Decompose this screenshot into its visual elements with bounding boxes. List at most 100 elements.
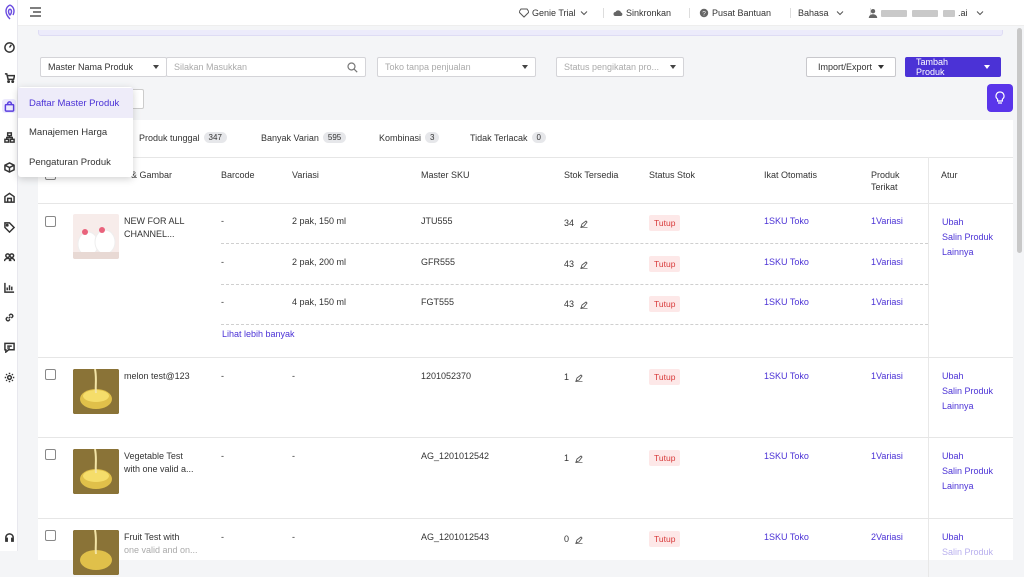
stock-value: 43: [564, 259, 575, 269]
bound-product-link[interactable]: 1Variasi: [871, 257, 903, 267]
user-icon: [868, 9, 878, 18]
search-icon[interactable]: [347, 62, 358, 73]
status-badge: Tutup: [649, 215, 681, 231]
import-export-button[interactable]: Import/Export: [806, 57, 896, 77]
product-name[interactable]: Vegetable Test with one valid a...: [124, 450, 194, 476]
tips-lightbulb-button[interactable]: [987, 84, 1013, 112]
language-select[interactable]: Bahasa: [798, 8, 845, 18]
menu-item-master-product-list[interactable]: Daftar Master Produk: [18, 88, 133, 118]
left-sidebar: [0, 0, 18, 551]
edit-link[interactable]: Ubah: [942, 217, 964, 227]
search-input[interactable]: Silakan Masukkan: [166, 57, 366, 77]
edit-link[interactable]: Ubah: [942, 451, 964, 461]
account-menu[interactable]: .ai: [868, 8, 985, 18]
menu-item-price-management[interactable]: Manajemen Harga: [29, 126, 108, 138]
tab-untracked[interactable]: Tidak Terlacak 0: [470, 132, 546, 143]
tab-multi-variant[interactable]: Banyak Varian 595: [261, 132, 347, 143]
row-actions: Ubah Salin Produk Lainnya: [942, 216, 993, 261]
edit-pencil-icon[interactable]: [580, 301, 588, 309]
show-more-link[interactable]: Lihat lebih banyak: [222, 329, 295, 339]
copy-product-link[interactable]: Salin Produk: [942, 466, 994, 476]
edit-pencil-icon[interactable]: [580, 261, 588, 269]
customers-icon[interactable]: [2, 250, 16, 264]
language-label: Bahasa: [798, 8, 829, 18]
bound-product-link[interactable]: 2Variasi: [871, 532, 903, 542]
row-checkbox[interactable]: [45, 216, 56, 227]
divider: [221, 284, 928, 285]
menu-item-product-settings[interactable]: Pengaturan Produk: [29, 156, 111, 168]
menu-collapse-icon[interactable]: [30, 7, 41, 19]
svg-text:?: ?: [702, 11, 706, 18]
more-actions-link[interactable]: Lainnya: [942, 247, 974, 257]
product-name[interactable]: Fruit Test with one valid and on...: [124, 531, 198, 557]
tab-count-badge: 3: [425, 132, 440, 143]
copy-product-link[interactable]: Salin Produk: [942, 232, 994, 242]
bound-product-link[interactable]: 1Variasi: [871, 216, 903, 226]
divider: [38, 357, 1013, 358]
settings-gear-icon[interactable]: [2, 370, 16, 384]
product-name[interactable]: NEW FOR ALL CHANNEL...: [124, 215, 185, 241]
hierarchy-icon[interactable]: [2, 130, 16, 144]
search-field-select[interactable]: Master Nama Produk: [40, 57, 167, 77]
bound-product-link[interactable]: 1Variasi: [871, 451, 903, 461]
bound-product-link[interactable]: 1Variasi: [871, 297, 903, 307]
row-checkbox[interactable]: [45, 369, 56, 380]
header-line: Terikat: [871, 182, 898, 192]
store-filter-select[interactable]: Toko tanpa penjualan: [377, 57, 536, 77]
cloud-sync-icon: [613, 10, 623, 16]
divider: [870, 8, 871, 18]
product-thumbnail: [73, 369, 119, 414]
help-center-link[interactable]: ? Pusat Bantuan: [699, 8, 771, 18]
row-checkbox[interactable]: [45, 449, 56, 460]
box-icon[interactable]: [2, 160, 16, 174]
dashboard-icon[interactable]: [2, 40, 16, 54]
link-icon[interactable]: [2, 310, 16, 324]
more-actions-link[interactable]: Lainnya: [942, 481, 974, 491]
cart-icon[interactable]: [2, 70, 16, 84]
edit-pencil-icon[interactable]: [575, 536, 583, 544]
status-badge: Tutup: [649, 256, 681, 272]
tab-label: Kombinasi: [379, 132, 422, 143]
edit-link[interactable]: Ubah: [942, 371, 964, 381]
tab-single-product[interactable]: Produk tunggal 347: [139, 132, 227, 143]
genie-trial-menu[interactable]: Genie Trial: [519, 8, 589, 18]
edit-pencil-icon[interactable]: [575, 374, 583, 382]
col-header-name[interactable]: & Gambar: [131, 170, 173, 180]
auto-bind-link[interactable]: 1SKU Toko: [764, 532, 809, 542]
copy-product-link[interactable]: Salin Produk: [942, 547, 994, 557]
brand-logo-icon[interactable]: [4, 4, 16, 22]
col-header-available-stock: Stok Tersedia: [564, 170, 619, 180]
tab-combination[interactable]: Kombinasi 3: [379, 132, 440, 143]
stock-value: 0: [564, 534, 570, 544]
binding-status-select[interactable]: Status pengikatan pro...: [556, 57, 684, 77]
edit-pencil-icon[interactable]: [580, 220, 588, 228]
product-name[interactable]: melon test@123: [124, 371, 190, 381]
tag-icon[interactable]: [2, 220, 16, 234]
sync-label: Sinkronkan: [626, 8, 672, 18]
auto-bind-link[interactable]: 1SKU Toko: [764, 216, 809, 226]
more-actions-link[interactable]: Lainnya: [942, 401, 974, 411]
edit-link[interactable]: Ubah: [942, 532, 964, 542]
row-checkbox[interactable]: [45, 530, 56, 541]
chat-icon[interactable]: [2, 340, 16, 354]
add-product-button[interactable]: Tambah Produk: [905, 57, 1001, 77]
caret-down-icon: [878, 65, 885, 69]
sync-button[interactable]: Sinkronkan: [613, 8, 671, 18]
product-bag-icon[interactable]: [2, 99, 16, 113]
edit-pencil-icon[interactable]: [575, 455, 583, 463]
tab-count-badge: 595: [322, 132, 347, 143]
copy-product-link[interactable]: Salin Produk: [942, 386, 994, 396]
auto-bind-link[interactable]: 1SKU Toko: [764, 297, 809, 307]
divider: [689, 8, 690, 18]
auto-bind-link[interactable]: 1SKU Toko: [764, 371, 809, 381]
headset-support-icon[interactable]: [2, 530, 16, 544]
report-chart-icon[interactable]: [2, 280, 16, 294]
bound-product-link[interactable]: 1Variasi: [871, 371, 903, 381]
col-header-barcode: Barcode: [221, 170, 255, 180]
page-scrollbar[interactable]: [1017, 28, 1022, 253]
auto-bind-link[interactable]: 1SKU Toko: [764, 451, 809, 461]
account-name-redacted: [881, 9, 907, 17]
auto-bind-link[interactable]: 1SKU Toko: [764, 257, 809, 267]
divider: [603, 8, 604, 18]
warehouse-icon[interactable]: [2, 190, 16, 204]
